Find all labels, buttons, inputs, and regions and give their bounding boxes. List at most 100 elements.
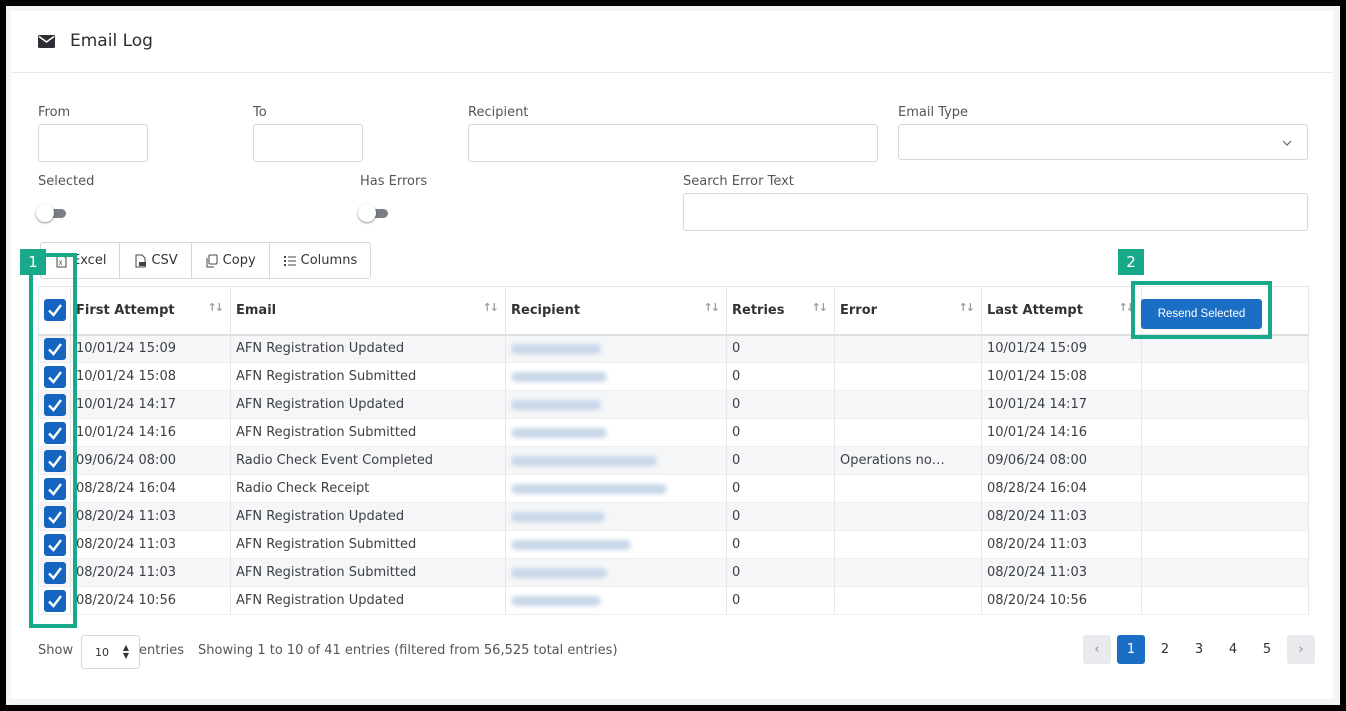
column-header-last-attempt[interactable]: Last Attempt ↑↓	[982, 287, 1142, 335]
error-cell	[835, 419, 982, 447]
column-header-error[interactable]: Error ↑↓	[835, 287, 982, 335]
actions-cell	[1142, 447, 1309, 475]
actions-cell	[1142, 587, 1309, 615]
table-row[interactable]: 10/01/24 15:08 AFN Registration Submitted…	[39, 363, 1309, 391]
email-cell: AFN Registration Updated	[231, 335, 506, 363]
columns-button[interactable]: Columns	[270, 243, 371, 278]
table-row[interactable]: 10/01/24 14:17 AFN Registration Updated 0 1…	[39, 391, 1309, 419]
table-row[interactable]: 08/20/24 10:56 AFN Registration Updated 0 0…	[39, 587, 1309, 615]
retries-cell: 0	[727, 363, 835, 391]
redacted-recipient	[511, 540, 631, 550]
entries-length-value: 10	[95, 646, 109, 659]
first-attempt-cell: 08/20/24 11:03	[71, 531, 231, 559]
table-row[interactable]: 08/20/24 11:03 AFN Registration Submitted…	[39, 559, 1309, 587]
column-header-recipient[interactable]: Recipient ↑↓	[506, 287, 727, 335]
first-attempt-cell: 10/01/24 15:09	[71, 335, 231, 363]
table-row[interactable]: 09/06/24 08:00 Radio Check Event Complete…	[39, 447, 1309, 475]
recipient-cell	[506, 587, 727, 615]
recipient-cell	[506, 419, 727, 447]
entries-length-select[interactable]: 10 ▲ ▼	[81, 635, 140, 669]
table-row[interactable]: 08/20/24 11:03 AFN Registration Submitted…	[39, 531, 1309, 559]
email-log-card: Email Log From To Recipient Email Type S…	[11, 11, 1333, 699]
actions-cell	[1142, 559, 1309, 587]
redacted-recipient	[511, 344, 601, 354]
table-row[interactable]: 10/01/24 14:16 AFN Registration Submitted…	[39, 419, 1309, 447]
window-frame: Email Log From To Recipient Email Type S…	[6, 6, 1340, 705]
last-attempt-cell: 10/01/24 14:17	[982, 391, 1142, 419]
to-label: To	[253, 105, 267, 120]
page-button-5[interactable]: 5	[1253, 635, 1281, 664]
has-errors-toggle[interactable]	[358, 206, 390, 220]
first-attempt-cell: 08/28/24 16:04	[71, 475, 231, 503]
column-label: Error	[840, 303, 877, 318]
redacted-recipient	[511, 596, 601, 606]
next-page-button[interactable]: ›	[1287, 635, 1315, 664]
page-button-4[interactable]: 4	[1219, 635, 1247, 664]
first-attempt-cell: 08/20/24 10:56	[71, 587, 231, 615]
actions-cell	[1142, 363, 1309, 391]
column-label: First Attempt	[76, 303, 175, 318]
email-cell: AFN Registration Submitted	[231, 363, 506, 391]
retries-cell: 0	[727, 475, 835, 503]
error-cell	[835, 363, 982, 391]
chevron-down-icon	[1281, 137, 1293, 149]
redacted-recipient	[511, 400, 601, 410]
annotation-highlight-resend	[1131, 281, 1272, 339]
page-button-3[interactable]: 3	[1185, 635, 1213, 664]
column-header-retries[interactable]: Retries ↑↓	[727, 287, 835, 335]
column-header-first-attempt[interactable]: First Attempt ↑↓	[71, 287, 231, 335]
csv-file-icon	[133, 254, 147, 268]
table-row[interactable]: 08/28/24 16:04 Radio Check Receipt 0 08/28/…	[39, 475, 1309, 503]
table-info-text: Showing 1 to 10 of 41 entries (filtered …	[198, 643, 618, 658]
last-attempt-cell: 08/28/24 16:04	[982, 475, 1142, 503]
actions-cell	[1142, 475, 1309, 503]
recipient-cell	[506, 531, 727, 559]
error-cell	[835, 503, 982, 531]
column-header-email[interactable]: Email ↑↓	[231, 287, 506, 335]
error-cell	[835, 587, 982, 615]
search-error-input[interactable]	[683, 193, 1308, 231]
has-errors-label: Has Errors	[360, 174, 427, 189]
email-cell: AFN Registration Submitted	[231, 559, 506, 587]
prev-page-button[interactable]: ‹	[1083, 635, 1111, 664]
page-title: Email Log	[70, 31, 153, 51]
retries-cell: 0	[727, 447, 835, 475]
error-cell	[835, 391, 982, 419]
page-button-1[interactable]: 1	[1117, 635, 1145, 664]
first-attempt-cell: 08/20/24 11:03	[71, 503, 231, 531]
column-label: Recipient	[511, 303, 580, 318]
csv-label: CSV	[151, 253, 177, 268]
copy-button[interactable]: Copy	[192, 243, 270, 278]
column-label: Last Attempt	[987, 303, 1083, 318]
recipient-cell	[506, 447, 727, 475]
recipient-cell	[506, 363, 727, 391]
from-date-input[interactable]	[38, 124, 148, 162]
actions-cell	[1142, 391, 1309, 419]
to-date-input[interactable]	[253, 124, 363, 162]
redacted-recipient	[511, 372, 607, 382]
from-label: From	[38, 105, 70, 120]
table-row[interactable]: 10/01/24 15:09 AFN Registration Updated 0 1…	[39, 335, 1309, 363]
retries-cell: 0	[727, 419, 835, 447]
error-cell	[835, 475, 982, 503]
table-row[interactable]: 08/20/24 11:03 AFN Registration Updated 0 0…	[39, 503, 1309, 531]
retries-cell: 0	[727, 335, 835, 363]
last-attempt-cell: 08/20/24 10:56	[982, 587, 1142, 615]
last-attempt-cell: 10/01/24 15:09	[982, 335, 1142, 363]
excel-label: Excel	[72, 253, 106, 268]
recipient-input[interactable]	[468, 124, 878, 162]
column-label: Retries	[732, 303, 784, 318]
email-cell: AFN Registration Updated	[231, 391, 506, 419]
page-button-2[interactable]: 2	[1151, 635, 1179, 664]
selected-toggle[interactable]	[36, 206, 68, 220]
pagination: ‹ 1 2 3 4 5 ›	[1083, 635, 1315, 664]
email-type-select[interactable]	[898, 124, 1308, 160]
last-attempt-cell: 10/01/24 15:08	[982, 363, 1142, 391]
toggle-knob	[358, 204, 376, 222]
recipient-cell	[506, 559, 727, 587]
recipient-cell	[506, 475, 727, 503]
email-cell: AFN Registration Updated	[231, 587, 506, 615]
recipient-label: Recipient	[468, 105, 528, 120]
csv-button[interactable]: CSV	[120, 243, 191, 278]
last-attempt-cell: 08/20/24 11:03	[982, 531, 1142, 559]
